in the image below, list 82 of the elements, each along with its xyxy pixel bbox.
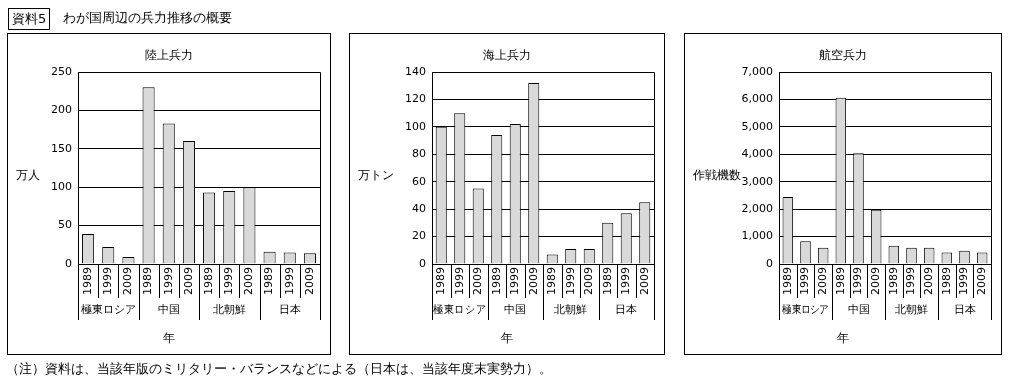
y-tick-label: 5,000 <box>741 119 773 133</box>
x-tick-label: 1989 <box>262 267 276 296</box>
x-tick-label: 1999 <box>851 267 865 296</box>
y-tick-label: 20 <box>412 229 426 243</box>
y-tick-label: 50 <box>58 218 72 232</box>
text: 極東ロシア <box>782 302 829 315</box>
x-tick-label: 1999 <box>619 267 633 296</box>
text: 中国 <box>847 302 870 316</box>
text: 日本 <box>615 302 638 316</box>
x-tick-label: 1989 <box>489 267 503 296</box>
y-tick-label: 1,000 <box>741 229 773 243</box>
x-tick-label: 2009 <box>637 267 651 296</box>
text: 極東ロシア <box>80 302 136 316</box>
chart-title: 陸上兵力 <box>144 47 194 64</box>
x-tick-label: 2009 <box>869 267 883 296</box>
text: 日本 <box>953 302 976 316</box>
x-tick-label: 1999 <box>161 267 175 296</box>
y-tick-label: 0 <box>419 256 426 270</box>
y-axis-title: 作戦機数 <box>693 167 741 184</box>
x-tick-label: 1999 <box>798 267 812 296</box>
y-tick-label: 100 <box>51 180 72 194</box>
x-tick-label: 1989 <box>141 267 155 296</box>
text: 極東ロシア <box>433 302 487 315</box>
text: 中国 <box>157 302 180 316</box>
y-tick-label: 0 <box>65 256 72 270</box>
x-tick-label: 2009 <box>181 267 195 296</box>
x-tick-label: 1999 <box>563 267 577 296</box>
x-tick-label: 1989 <box>600 267 614 296</box>
chart-title: 航空兵力 <box>818 47 868 64</box>
x-tick-label: 2009 <box>242 267 256 296</box>
x-tick-label: 2009 <box>816 267 830 296</box>
x-tick-label: 1989 <box>201 267 215 296</box>
x-tick-label: 2009 <box>922 267 936 296</box>
text: （注）資料は、当該年版のミリタリー・バランスなどによる（日本は、当該年度末実勢力）。 <box>6 360 552 378</box>
y-tick-label: 3,000 <box>741 174 773 188</box>
y-tick-label: 4,000 <box>741 147 773 161</box>
x-tick-label: 2009 <box>975 267 989 296</box>
y-tick-label: 250 <box>51 64 72 78</box>
x-tick-label: 1999 <box>957 267 971 296</box>
text: 北朝鮮 <box>554 302 588 316</box>
text: 北朝鮮 <box>895 302 928 316</box>
x-tick-label: 1989 <box>939 267 953 296</box>
y-tick-label: 140 <box>405 64 426 78</box>
x-tick-label: 1989 <box>780 267 794 296</box>
text: 中国 <box>504 302 527 316</box>
x-tick-label: 1999 <box>282 267 296 296</box>
y-tick-label: 150 <box>51 141 72 155</box>
x-tick-label: 1999 <box>101 267 115 296</box>
y-axis-title: 万人 <box>16 167 40 184</box>
y-tick-label: 2,000 <box>741 202 773 216</box>
x-tick-label: 1989 <box>80 267 94 296</box>
y-tick-label: 100 <box>405 119 426 133</box>
x-tick-label: 2009 <box>471 267 485 296</box>
x-tick-label: 2009 <box>582 267 596 296</box>
x-tick-label: 1999 <box>452 267 466 296</box>
y-tick-label: 0 <box>766 256 773 270</box>
y-tick-label: 80 <box>412 147 426 161</box>
x-tick-label: 1989 <box>545 267 559 296</box>
x-tick-label: 2009 <box>526 267 540 296</box>
chart-title: 海上兵力 <box>482 47 532 64</box>
x-tick-label: 1989 <box>833 267 847 296</box>
x-tick-label: 1999 <box>904 267 918 296</box>
x-tick-label: 1989 <box>886 267 900 296</box>
y-tick-label: 7,000 <box>741 64 773 78</box>
y-tick-label: 200 <box>51 103 72 117</box>
x-tick-label: 1999 <box>222 267 236 296</box>
x-tick-label: 1989 <box>434 267 448 296</box>
text: わが国周辺の兵力推移の概要 <box>63 9 232 27</box>
x-tick-label: 1999 <box>508 267 522 296</box>
y-tick-label: 40 <box>412 202 426 216</box>
y-axis-title: 万トン <box>358 167 394 184</box>
y-tick-label: 60 <box>412 174 426 188</box>
x-axis-title: 年 <box>836 330 850 347</box>
x-axis-title: 年 <box>500 330 514 347</box>
text: 北朝鮮 <box>212 302 246 316</box>
x-axis-title: 年 <box>162 330 176 347</box>
text: 資料5 <box>8 8 51 30</box>
x-tick-label: 2009 <box>302 267 316 296</box>
text: 日本 <box>278 302 301 316</box>
x-tick-label: 2009 <box>121 267 135 296</box>
y-tick-label: 120 <box>405 92 426 106</box>
y-tick-label: 6,000 <box>741 92 773 106</box>
